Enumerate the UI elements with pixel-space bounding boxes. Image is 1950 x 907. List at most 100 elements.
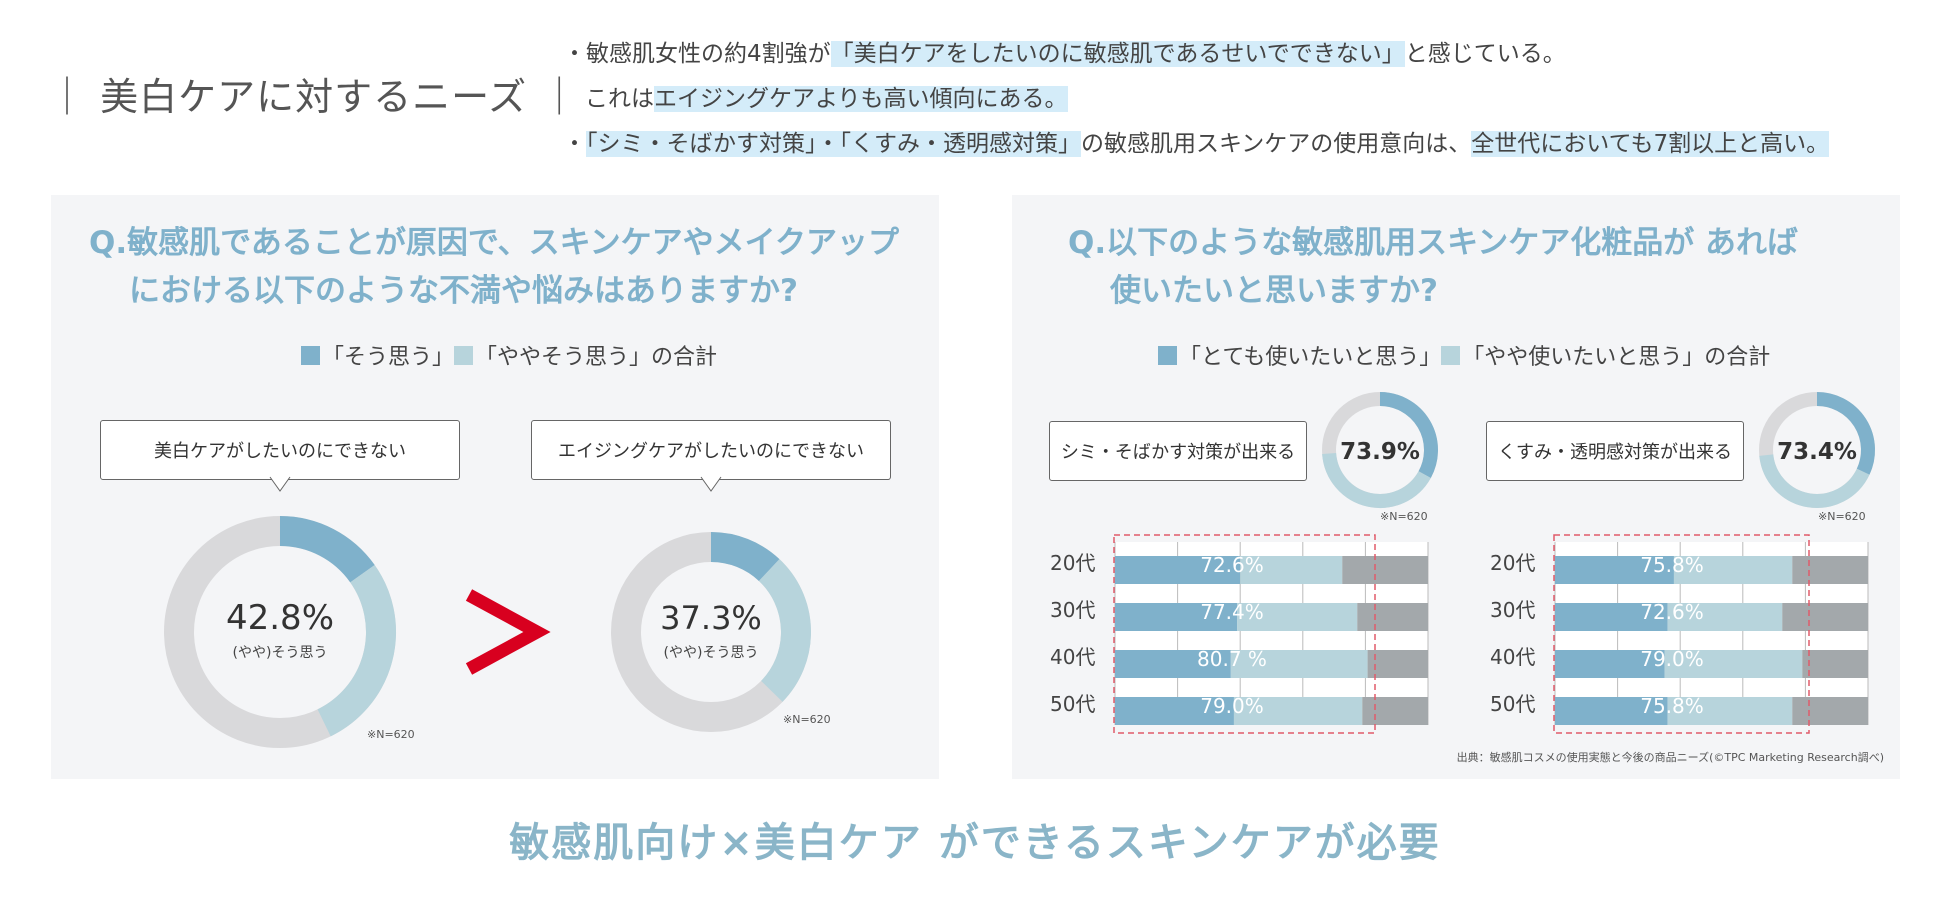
donut-aging-label: (やや)そう思う [664, 645, 759, 661]
donut-spots-slice-light [1322, 452, 1431, 508]
bar-dull-row-3: 75.8% [1555, 694, 1868, 725]
bullet-3-highlight-b: 全世代においても7割以上と高い。 [1471, 131, 1830, 157]
legend-label-light: 「ややそう思う」の合計 [475, 345, 718, 370]
legend-label-dark-r: 「とても使いたいと思う」 [1179, 345, 1442, 370]
bar-dull-1-label: 72.6% [1640, 600, 1704, 624]
legend-label-light-r: 「やや使いたいと思う」の合計 [1462, 345, 1771, 370]
bar-spots-0-dark [1115, 556, 1241, 584]
callout-whitening: 美白ケアがしたいのにできない [100, 420, 460, 480]
donut-aging-value: 37.3% [660, 599, 762, 637]
bar-spots-2-gray [1367, 650, 1428, 678]
right-question-line-1: Q.以下のような敏感肌用スキンケア化粧品が あれば [1068, 225, 1798, 261]
bar-dull-2-dark [1555, 650, 1665, 678]
right-legend: 「とても使いたいと思う」 「やや使いたいと思う」の合計 [1158, 339, 1770, 371]
bar-spots-cat-0: 20代 [1050, 551, 1095, 575]
bar-dull-3-dark [1555, 697, 1668, 725]
note-spots: ※N=620 [1380, 510, 1428, 523]
bar-dull-row-1: 72.6% [1555, 600, 1868, 631]
donut-spots: 73.9% [1322, 392, 1438, 508]
legend-swatch-light [454, 345, 474, 365]
bar-dull-3-light [1667, 697, 1793, 725]
bullet-2: これはエイジングケアよりも高い傾向にある。 [585, 81, 1068, 117]
bar-dull-1-light [1667, 603, 1783, 631]
bar-dull-3-gray [1792, 697, 1868, 725]
left-question-line-2: における以下のような不満や悩みはありますか? [129, 273, 798, 309]
donut-spots-slice-dark [1379, 392, 1438, 478]
bar-spots-1-label: 77.4% [1200, 600, 1264, 624]
callout-tail-whitening [269, 476, 291, 492]
right-panel: Q.以下のような敏感肌用スキンケア化粧品が あれば 使いたいと思いますか? 「と… [1012, 195, 1900, 779]
donut-aging-slice-light [758, 559, 811, 702]
callout-tail-aging [700, 476, 722, 492]
bar-dull-1-gray [1782, 603, 1868, 631]
bar-spots-3-gray [1362, 697, 1428, 725]
donut-dullness: 73.4% [1759, 392, 1875, 508]
left-panel: Q.敏感肌であることが原因で、スキンケアやメイクアップ における以下のような不満… [51, 195, 939, 779]
bar-dull-cat-2: 40代 [1490, 645, 1535, 669]
donut-aging-slice-dark [710, 532, 780, 582]
legend-swatch-light-r [1441, 345, 1461, 365]
donut-aging: 37.3% (やや)そう思う [611, 532, 811, 732]
bar-dull-3-label: 75.8% [1640, 694, 1704, 718]
bar-dull-1-dark [1555, 603, 1668, 631]
bar-dull-2-light [1664, 650, 1803, 678]
donut-whitening: 42.8% (やや)そう思う [164, 516, 396, 748]
legend-swatch-dark-r [1158, 345, 1177, 365]
note-whitening: ※N=620 [367, 728, 415, 741]
bar-spots-2-light [1230, 650, 1368, 678]
source-note: 出典：敏感肌コスメの使用実態と今後の商品ニーズ(©TPC Marketing R… [1457, 750, 1884, 764]
left-legend: 「そう思う」 「ややそう思う」の合計 [301, 339, 717, 371]
right-charts-svg: 73.9% ※N=620 73.4% ※N=620 20代 30代 40代 5 [1050, 392, 1884, 764]
bullet-3: ・「シミ・そばかす対策」・「くすみ・透明感対策」の敏感肌用スキンケアの使用意向は… [563, 126, 1830, 162]
callout-dullness: くすみ・透明感対策が出来る [1486, 421, 1744, 481]
bar-spots-row-2: 80.7 % [1115, 647, 1428, 678]
bar-spots-0-light [1240, 556, 1343, 584]
bullet-3-text-a: ・ [563, 131, 586, 157]
bar-spots-1-light [1237, 603, 1358, 631]
left-question-line-1: Q.敏感肌であることが原因で、スキンケアやメイクアップ [89, 225, 900, 261]
legend-label-dark: 「そう思う」 [322, 345, 455, 370]
bullet-3-highlight-a: 「シミ・そばかす対策」・「くすみ・透明感対策」 [586, 131, 1081, 157]
left-charts-svg: 42.8% (やや)そう思う ※N=620 37.3% (やや)そう思う ※N=… [164, 476, 831, 748]
bar-spots-2-label: 80.7 % [1197, 647, 1267, 671]
highlight-box-spots [1113, 534, 1376, 734]
donut-whitening-value: 42.8% [226, 598, 334, 638]
bar-spots-cat-2: 40代 [1050, 645, 1095, 669]
bar-spots-3-dark [1115, 697, 1234, 725]
bullet-3-text-b: の敏感肌用スキンケアの使用意向は、 [1080, 131, 1472, 157]
bar-spots-1-dark [1115, 603, 1238, 631]
callout-aging: エイジングケアがしたいのにできない [531, 420, 891, 480]
comparator-greater-than [465, 589, 551, 675]
bullet-2-text-a: これは [585, 86, 654, 112]
bullet-1: ・敏感肌女性の約4割強が「美白ケアをしたいのに敏感肌であるせいでできない」と感じ… [563, 36, 1566, 72]
bullet-1-text-a: ・敏感肌女性の約4割強が [563, 41, 831, 67]
bar-spots-2-dark [1115, 650, 1231, 678]
note-dullness: ※N=620 [1818, 510, 1866, 523]
bar-spots-0-gray [1342, 556, 1428, 584]
bullet-1-text-b: と感じている。 [1404, 41, 1566, 67]
bar-dull-2-gray [1802, 650, 1868, 678]
bar-spots-cat-3: 50代 [1050, 692, 1095, 716]
bar-dull-0-gray [1792, 556, 1868, 584]
bar-spots-0-label: 72.6% [1200, 553, 1264, 577]
bar-spots-cat-1: 30代 [1050, 598, 1095, 622]
donut-dullness-slice-light [1759, 454, 1870, 508]
callout-spots: シミ・そばかす対策が出来る [1049, 421, 1307, 481]
bar-dull-cat-1: 30代 [1490, 598, 1535, 622]
bar-dull-row-0: 75.8% [1555, 553, 1868, 584]
footer-conclusion: 敏感肌向け×美白ケア ができるスキンケアが必要 [509, 820, 1441, 866]
bar-dull-2-label: 79.0% [1640, 647, 1704, 671]
right-question-line-2: 使いたいと思いますか? [1110, 273, 1438, 309]
bar-spots-row-1: 77.4% [1115, 600, 1428, 631]
donut-spots-value: 73.9% [1340, 439, 1420, 465]
page-title: ｜ 美白ケアに対するニーズ ｜ [48, 75, 580, 119]
donut-dullness-value: 73.4% [1777, 439, 1857, 465]
bar-dull-cat-0: 20代 [1490, 551, 1535, 575]
donut-whitening-slice-dark [279, 516, 375, 583]
bullet-2-highlight: エイジングケアよりも高い傾向にある。 [654, 86, 1068, 112]
bullet-1-highlight: 「美白ケアをしたいのに敏感肌であるせいでできない」 [830, 41, 1405, 67]
bar-spots-1-gray [1357, 603, 1428, 631]
bar-spots-3-label: 79.0% [1200, 694, 1264, 718]
bar-spots-row-3: 79.0% [1115, 694, 1428, 725]
bar-dull-cat-3: 50代 [1490, 692, 1535, 716]
